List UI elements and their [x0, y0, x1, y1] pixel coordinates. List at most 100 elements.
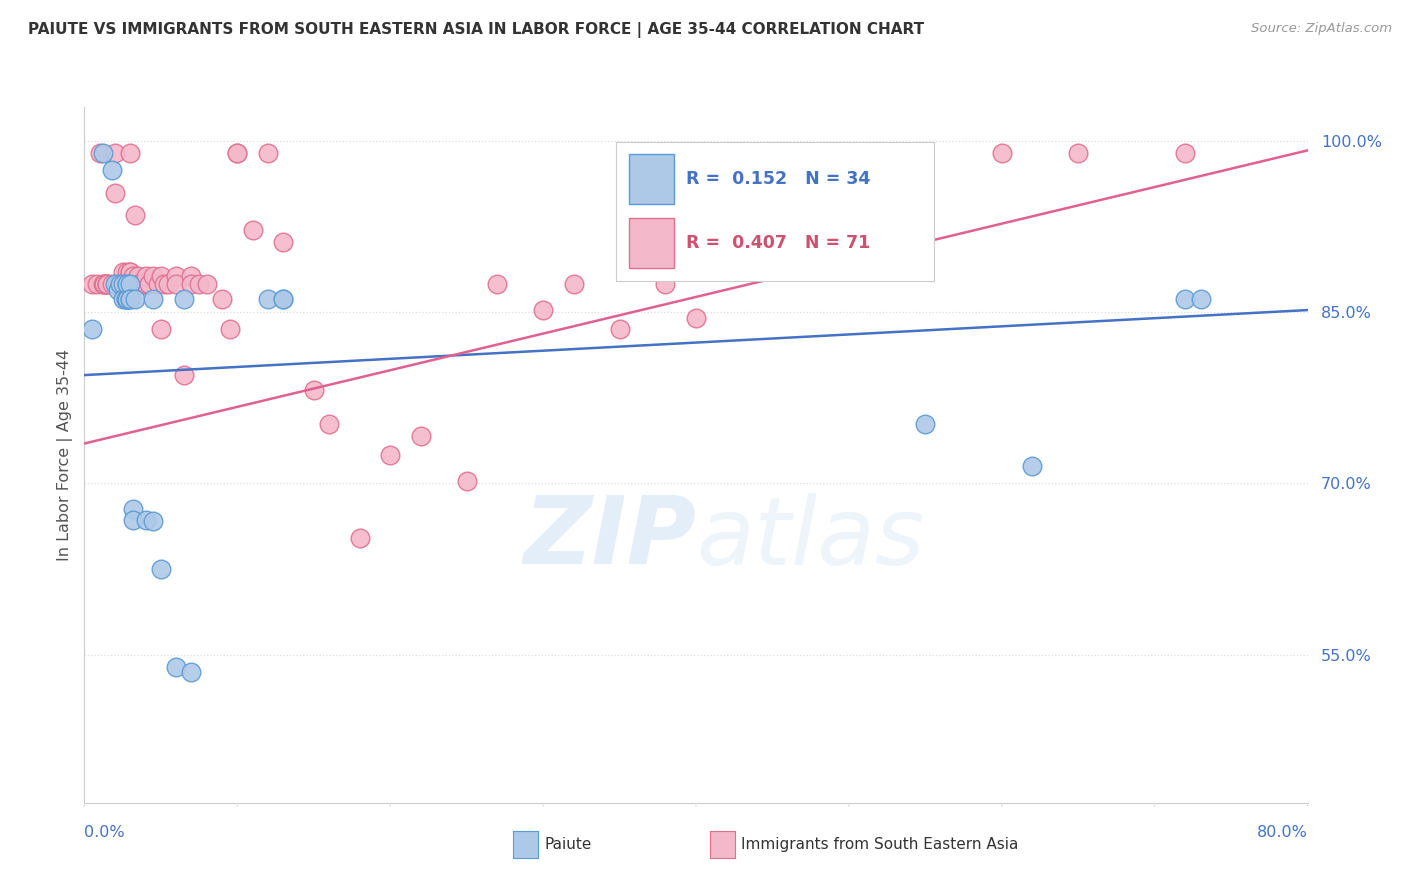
Point: [108, 277, 131, 291]
Text: atlas: atlas: [696, 493, 924, 584]
Point: [111, 277, 134, 291]
Point: [157, 277, 180, 291]
Point: [96, 277, 118, 291]
Point: [124, 292, 146, 306]
Point: [115, 277, 138, 291]
Point: [138, 277, 160, 291]
Point: [122, 268, 145, 283]
Point: [120, 265, 142, 279]
Point: [142, 292, 165, 306]
Point: [120, 292, 142, 306]
Point: [96, 277, 118, 291]
Point: [122, 501, 145, 516]
Point: [115, 277, 138, 291]
Point: [654, 277, 676, 291]
Point: [104, 145, 127, 160]
Text: Source: ZipAtlas.com: Source: ZipAtlas.com: [1251, 22, 1392, 36]
Point: [104, 277, 127, 291]
Point: [124, 208, 146, 222]
Point: [120, 277, 142, 291]
Text: Paiute: Paiute: [544, 838, 592, 852]
Point: [271, 235, 294, 249]
Point: [80, 322, 103, 336]
Text: 80.0%: 80.0%: [1257, 825, 1308, 840]
Point: [111, 292, 134, 306]
Point: [127, 268, 149, 283]
Point: [127, 277, 149, 291]
Point: [349, 531, 371, 545]
Point: [114, 292, 136, 306]
Point: [111, 277, 134, 291]
Point: [165, 268, 187, 283]
Point: [456, 474, 478, 488]
Point: [1067, 145, 1090, 160]
Point: [257, 292, 280, 306]
Point: [135, 268, 157, 283]
Point: [226, 145, 249, 160]
Bar: [628, 219, 673, 268]
Y-axis label: In Labor Force | Age 35-44: In Labor Force | Age 35-44: [58, 349, 73, 561]
Point: [135, 513, 157, 527]
Point: [115, 292, 138, 306]
Point: [115, 277, 138, 291]
Point: [142, 268, 165, 283]
Point: [257, 145, 280, 160]
Point: [80, 277, 103, 291]
Point: [93, 277, 115, 291]
Point: [1189, 292, 1212, 306]
Point: [89, 145, 111, 160]
Point: [108, 277, 131, 291]
Point: [122, 513, 145, 527]
Point: [149, 268, 172, 283]
Point: [107, 283, 129, 297]
Point: [104, 186, 127, 200]
Point: [142, 514, 165, 528]
Point: [111, 277, 134, 291]
Point: [115, 292, 138, 306]
Point: [115, 265, 138, 279]
Point: [302, 383, 325, 397]
Text: ZIP: ZIP: [523, 492, 696, 584]
Point: [380, 448, 402, 462]
Text: R =  0.152   N = 34: R = 0.152 N = 34: [686, 170, 870, 188]
Text: 0.0%: 0.0%: [84, 825, 125, 840]
Point: [107, 277, 129, 291]
Point: [135, 277, 157, 291]
Point: [173, 292, 195, 306]
Point: [149, 322, 172, 336]
Text: Immigrants from South Eastern Asia: Immigrants from South Eastern Asia: [741, 838, 1018, 852]
Point: [609, 322, 631, 336]
Point: [409, 428, 432, 442]
Text: PAIUTE VS IMMIGRANTS FROM SOUTH EASTERN ASIA IN LABOR FORCE | AGE 35-44 CORRELAT: PAIUTE VS IMMIGRANTS FROM SOUTH EASTERN …: [28, 22, 924, 38]
Point: [165, 277, 187, 291]
Point: [562, 277, 585, 291]
Point: [180, 665, 202, 679]
Point: [91, 145, 114, 160]
Point: [91, 277, 114, 291]
Point: [180, 268, 202, 283]
Point: [120, 265, 142, 279]
Point: [486, 277, 509, 291]
Point: [135, 277, 157, 291]
Point: [131, 277, 153, 291]
Point: [685, 311, 707, 326]
Point: [211, 292, 233, 306]
Point: [120, 292, 142, 306]
Point: [1174, 145, 1197, 160]
Point: [111, 277, 134, 291]
Point: [1174, 292, 1197, 306]
Point: [914, 417, 936, 431]
Point: [218, 322, 240, 336]
Point: [1021, 459, 1043, 474]
Text: R =  0.407   N = 71: R = 0.407 N = 71: [686, 235, 870, 252]
Point: [111, 265, 134, 279]
Point: [86, 277, 108, 291]
Point: [226, 145, 249, 160]
Point: [271, 292, 294, 306]
Point: [242, 223, 264, 237]
Point: [101, 162, 124, 177]
Point: [165, 660, 187, 674]
Point: [146, 277, 169, 291]
Point: [195, 277, 218, 291]
Point: [188, 277, 211, 291]
